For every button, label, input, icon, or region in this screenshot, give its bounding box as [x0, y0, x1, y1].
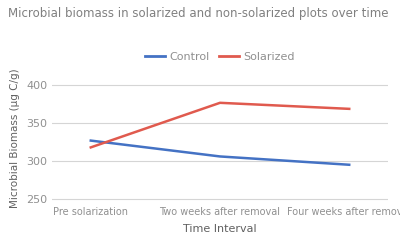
X-axis label: Time Interval: Time Interval — [183, 224, 257, 234]
Control — [88, 139, 93, 142]
Solarized — [218, 101, 222, 104]
Line: Solarized: Solarized — [91, 103, 349, 147]
Y-axis label: Microbial Biomass (µg C/g): Microbial Biomass (µg C/g) — [10, 68, 20, 208]
Text: Microbial biomass in solarized and non-solarized plots over time: Microbial biomass in solarized and non-s… — [8, 7, 388, 21]
Solarized — [347, 107, 352, 110]
Legend: Control, Solarized: Control, Solarized — [141, 47, 299, 66]
Control — [347, 163, 352, 166]
Line: Control: Control — [91, 141, 349, 165]
Solarized — [88, 146, 93, 149]
Control — [218, 155, 222, 158]
